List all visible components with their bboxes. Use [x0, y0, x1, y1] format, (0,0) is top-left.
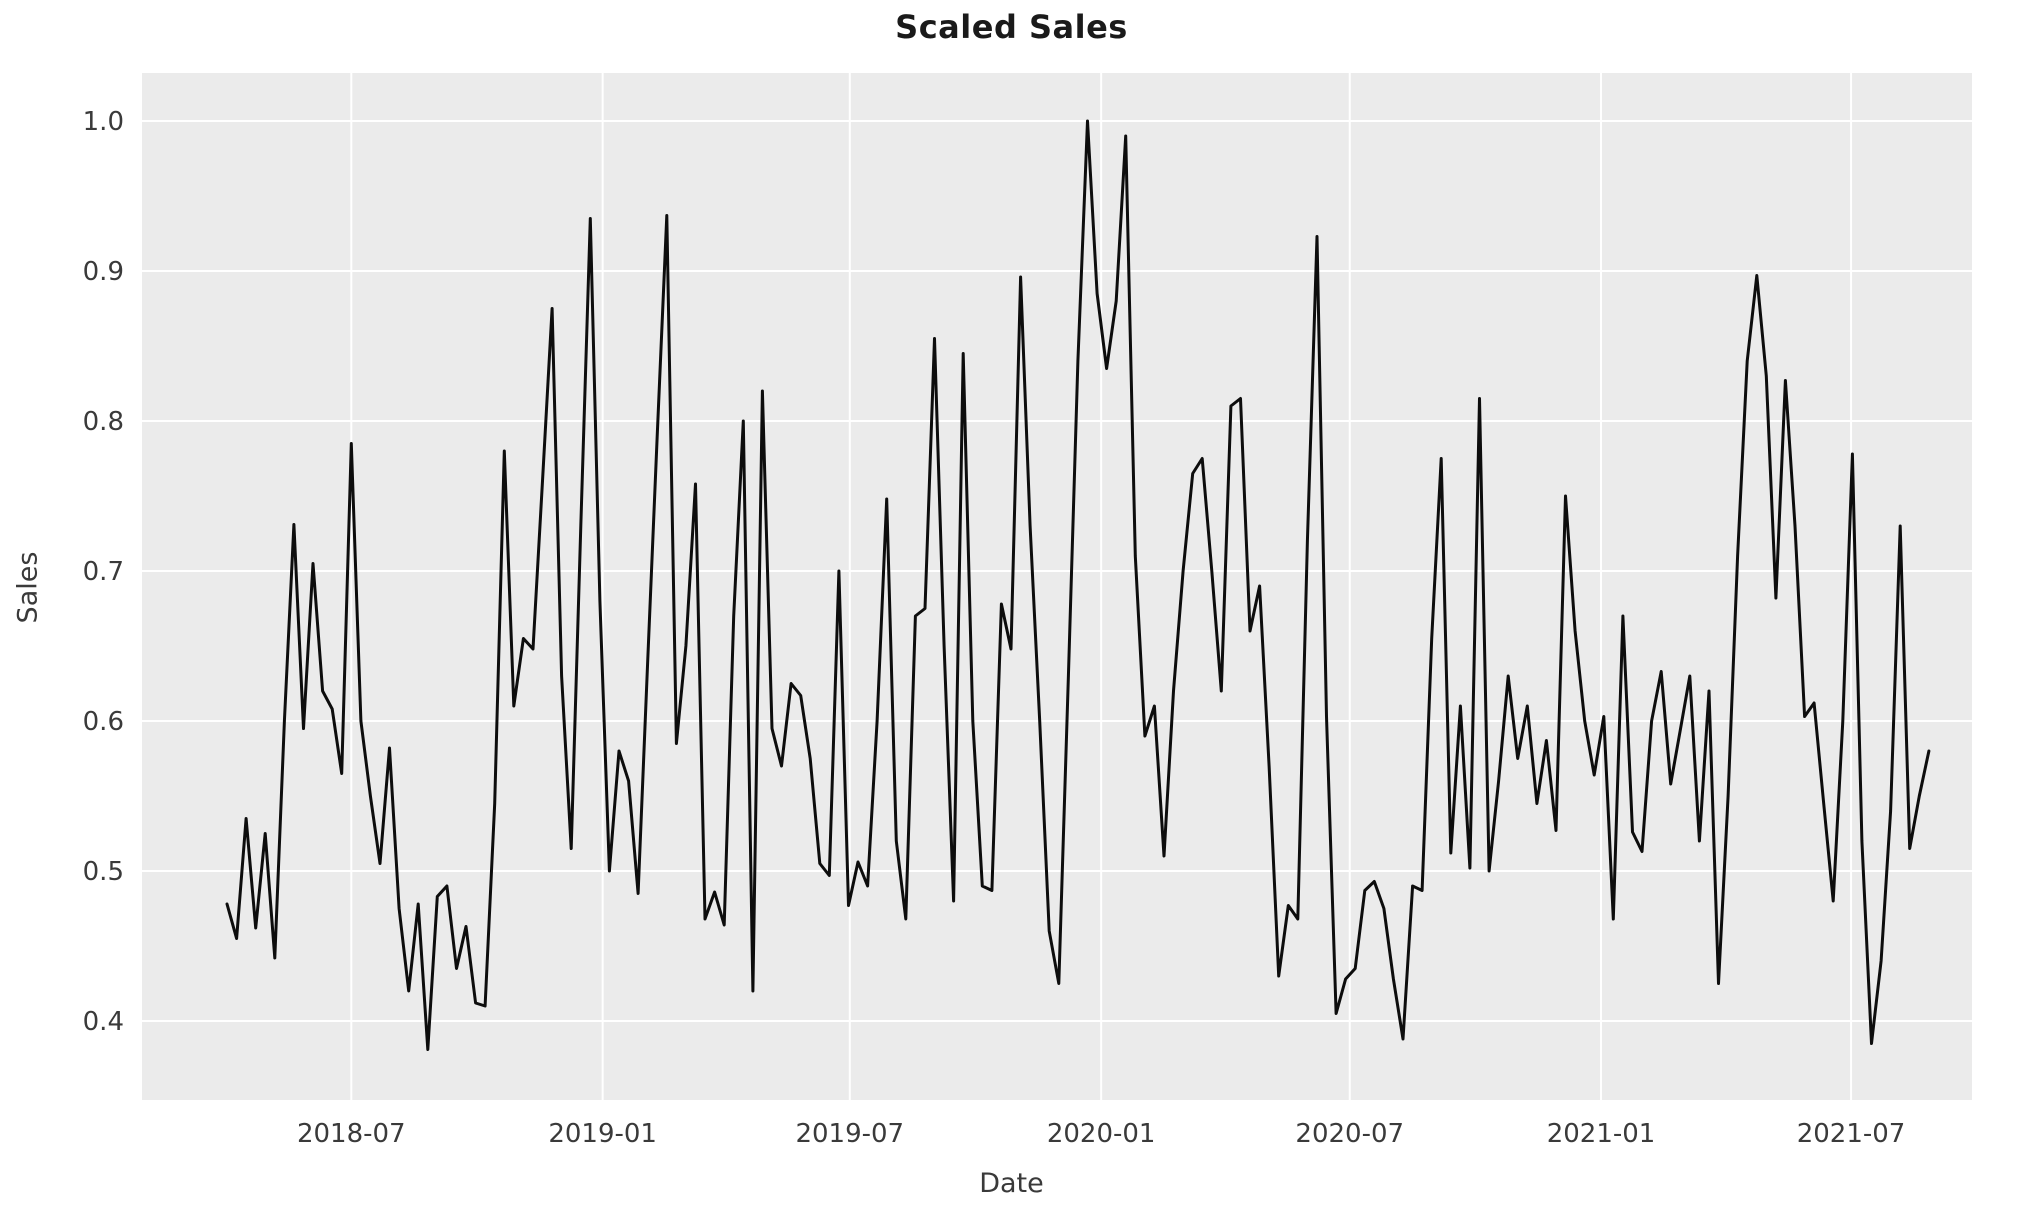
- x-tick-label-2019-01: 2019-01: [548, 1119, 657, 1149]
- sales-line: [225, 119, 1931, 1051]
- x-tick-label-2021-07: 2021-07: [1797, 1119, 1906, 1149]
- y-tick-label-0.5: 0.5: [83, 857, 124, 887]
- y-tick-label-1.0: 1.0: [83, 107, 124, 137]
- y-tick-label-0.9: 0.9: [83, 257, 124, 287]
- x-tick-label-2020-01: 2020-01: [1047, 1119, 1156, 1149]
- gridlines: [142, 73, 1972, 1100]
- y-tick-label-0.8: 0.8: [83, 407, 124, 437]
- y-tick-label-0.6: 0.6: [83, 707, 124, 737]
- y-tick-label-0.7: 0.7: [83, 557, 124, 587]
- y-axis-label: Sales: [12, 551, 44, 624]
- plot-panel: [142, 73, 1972, 1100]
- x-tick-label-2019-07: 2019-07: [795, 1119, 904, 1149]
- chart-title: Scaled Sales: [895, 8, 1128, 46]
- x-axis-label: Date: [979, 1168, 1044, 1199]
- sales-series-line: [225, 119, 1931, 1051]
- x-tick-label-2020-07: 2020-07: [1295, 1119, 1404, 1149]
- x-tick-label-2018-07: 2018-07: [297, 1119, 406, 1149]
- x-tick-label-2021-01: 2021-01: [1547, 1119, 1656, 1149]
- tick-labels: 1.0 0.9 0.8 0.7 0.6 0.5 0.4 2018-07 2019-01 2019-…: [83, 107, 1906, 1149]
- y-tick-label-0.4: 0.4: [83, 1007, 124, 1037]
